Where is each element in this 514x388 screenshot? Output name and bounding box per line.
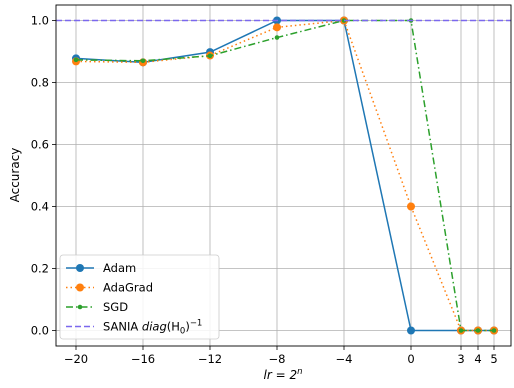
x-tick-label: −12 xyxy=(198,352,222,366)
sgd-point xyxy=(458,328,464,333)
x-tick-label: −8 xyxy=(269,352,286,366)
y-tick-label: 0.0 xyxy=(31,324,49,338)
y-tick-label: 0.8 xyxy=(31,76,49,90)
sgd-point xyxy=(207,53,213,59)
axes-frame xyxy=(55,4,512,347)
sgd-point xyxy=(274,35,280,40)
sgd-point xyxy=(140,58,146,64)
x-tick-labels: −20 −16 −12 −8 −4 0 3 4 5 xyxy=(64,352,498,366)
legend: Adam AdaGrad SGD SANIA diag(H0)−1 xyxy=(59,254,220,340)
x-tick-label: 0 xyxy=(407,352,414,366)
x-tick-label: −16 xyxy=(131,352,155,366)
x-axis-label-sup: n xyxy=(297,367,302,377)
y-tick-label: 0.6 xyxy=(31,138,49,152)
x-tick-label: −4 xyxy=(336,352,353,366)
y-tick-labels: 0.0 0.2 0.4 0.6 0.8 1.0 xyxy=(31,14,49,338)
x-axis-label: lr = 2n xyxy=(264,367,303,382)
adagrad-point xyxy=(407,202,415,211)
legend-marker-adam xyxy=(76,264,84,272)
legend-label-adam: Adam xyxy=(103,261,136,275)
legend-box xyxy=(59,254,220,340)
legend-label-adagrad: AdaGrad xyxy=(103,281,153,295)
legend-label-sgd: SGD xyxy=(103,300,128,314)
x-tick-label: −20 xyxy=(64,352,88,366)
adagrad-line xyxy=(75,19,494,332)
x-tick-label: 5 xyxy=(490,352,497,366)
y-tick-label: 0.4 xyxy=(31,200,49,214)
y-tick-label: 1.0 xyxy=(31,14,49,28)
tick-marks xyxy=(52,20,495,350)
legend-marker-adagrad xyxy=(76,283,84,292)
series-layer xyxy=(56,16,511,335)
legend-marker-sgd xyxy=(77,304,83,310)
x-axis-label-main: lr = 2 xyxy=(264,368,298,382)
sgd-point xyxy=(73,57,79,63)
sgd-line xyxy=(75,19,494,332)
adam-point xyxy=(407,326,415,335)
adagrad-point xyxy=(273,23,281,32)
x-tick-label: 4 xyxy=(474,352,481,366)
y-axis-label: Accuracy xyxy=(8,148,22,203)
sgd-point xyxy=(491,328,497,333)
y-tick-label: 0.2 xyxy=(31,262,49,276)
sgd-point xyxy=(475,328,481,333)
legend-label-sania: SANIA diag(H0)−1 xyxy=(103,319,202,337)
x-tick-label: 3 xyxy=(457,352,464,366)
